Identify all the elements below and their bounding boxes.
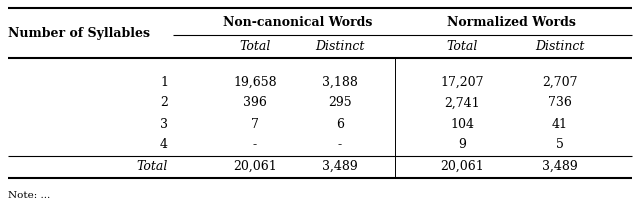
- Text: 2: 2: [160, 97, 168, 109]
- Text: 19,658: 19,658: [233, 75, 277, 89]
- Text: Non-canonical Words: Non-canonical Words: [223, 16, 372, 29]
- Text: 295: 295: [328, 97, 352, 109]
- Text: 9: 9: [458, 138, 466, 152]
- Text: 3,188: 3,188: [322, 75, 358, 89]
- Text: 5: 5: [556, 138, 564, 152]
- Text: 20,061: 20,061: [440, 160, 484, 172]
- Text: Normalized Words: Normalized Words: [447, 16, 575, 29]
- Text: 104: 104: [450, 118, 474, 131]
- Text: -: -: [253, 138, 257, 152]
- Text: Number of Syllables: Number of Syllables: [8, 26, 150, 40]
- Text: 3,489: 3,489: [542, 160, 578, 172]
- Text: 3: 3: [160, 118, 168, 131]
- Text: 3,489: 3,489: [322, 160, 358, 172]
- Text: Total: Total: [136, 160, 168, 172]
- Text: Distinct: Distinct: [535, 40, 585, 53]
- Text: Total: Total: [239, 40, 271, 53]
- Text: 4: 4: [160, 138, 168, 152]
- Text: 6: 6: [336, 118, 344, 131]
- Text: 2,707: 2,707: [542, 75, 578, 89]
- Text: 20,061: 20,061: [233, 160, 277, 172]
- Text: 7: 7: [251, 118, 259, 131]
- Text: Note: ...: Note: ...: [8, 190, 51, 200]
- Text: Distinct: Distinct: [316, 40, 365, 53]
- Text: 396: 396: [243, 97, 267, 109]
- Text: 736: 736: [548, 97, 572, 109]
- Text: 1: 1: [160, 75, 168, 89]
- Text: 41: 41: [552, 118, 568, 131]
- Text: Total: Total: [446, 40, 477, 53]
- Text: 17,207: 17,207: [440, 75, 484, 89]
- Text: 2,741: 2,741: [444, 97, 480, 109]
- Text: -: -: [338, 138, 342, 152]
